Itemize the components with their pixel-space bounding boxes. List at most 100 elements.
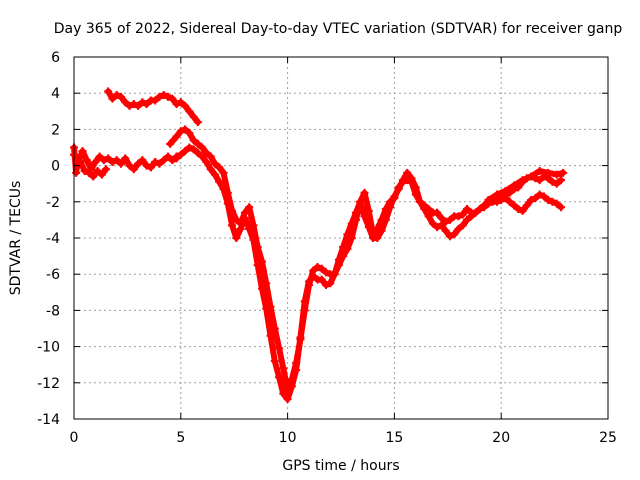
data-point (125, 161, 134, 170)
data-point (176, 127, 185, 136)
x-tick-labels: 0 5 10 15 20 25 (70, 430, 617, 446)
data-point (450, 230, 459, 239)
data-point (275, 373, 284, 382)
data-point (193, 139, 202, 148)
y-axis-label: SDTVAR / TECUs (8, 181, 24, 296)
data-point (91, 157, 100, 166)
data-point (189, 145, 198, 154)
data-point (89, 172, 98, 181)
data-point (279, 389, 288, 398)
y-tick-label: -6 (46, 267, 60, 283)
y-tick-label: 4 (51, 86, 60, 102)
data-point (510, 201, 519, 210)
data-point (215, 163, 224, 172)
data-point (108, 157, 117, 166)
data-point (445, 215, 454, 224)
data-point (185, 107, 194, 116)
data-point (347, 219, 356, 228)
data-point (505, 197, 514, 206)
data-point (445, 232, 454, 241)
y-tick-labels: -14 -12 -10 -8 -6 -4 -2 0 2 4 6 (37, 50, 60, 428)
data-point (270, 357, 279, 366)
data-point (539, 192, 548, 201)
data-point (360, 212, 369, 221)
data-point (437, 214, 446, 223)
data-point (108, 94, 117, 103)
data-point (356, 197, 365, 206)
y-tick-label: 0 (51, 159, 60, 175)
data-point (253, 261, 262, 270)
data-point (176, 150, 185, 159)
data-point (181, 101, 190, 110)
data-point (193, 118, 202, 127)
data-point (121, 154, 130, 163)
data-point (163, 92, 172, 101)
data-point (193, 148, 202, 157)
data-point (151, 157, 160, 166)
y-tick-label: -10 (37, 340, 60, 356)
data-point (245, 224, 254, 233)
data-point (480, 203, 489, 212)
data-point (168, 156, 177, 165)
data-point (245, 203, 254, 212)
data-point (266, 331, 275, 340)
data-point (78, 147, 87, 156)
data-point (185, 129, 194, 138)
data-point (398, 176, 407, 185)
y-tick-label: -2 (46, 195, 60, 211)
x-tick-label: 10 (279, 430, 297, 446)
data-point (82, 156, 91, 165)
data-point (159, 156, 168, 165)
data-point (471, 208, 480, 217)
data-point (236, 224, 245, 233)
data-point (351, 208, 360, 217)
data-point (557, 203, 566, 212)
data-point (548, 177, 557, 186)
data-point (381, 215, 390, 224)
data-point (441, 226, 450, 235)
data-point (492, 197, 501, 206)
data-point (454, 224, 463, 233)
data-point (339, 243, 348, 252)
data-point (518, 206, 527, 215)
data-point (112, 156, 121, 165)
y-tick-label: 2 (51, 122, 60, 138)
y-tick-label: -14 (37, 412, 60, 428)
y-tick-label: -8 (46, 303, 60, 319)
x-tick-label: 0 (70, 430, 79, 446)
data-point (262, 304, 271, 313)
data-point (441, 217, 450, 226)
data-point (215, 177, 224, 186)
data-point (97, 170, 106, 179)
data-point (552, 199, 561, 208)
data-point (394, 185, 403, 194)
data-point (172, 132, 181, 141)
data-point (202, 157, 211, 166)
data-point (95, 152, 104, 161)
data-point (424, 212, 433, 221)
data-point (104, 154, 113, 163)
data-point (535, 176, 544, 185)
data-point (116, 159, 125, 168)
data-point (76, 157, 85, 166)
data-point (125, 101, 134, 110)
y-tick-label: 6 (51, 50, 60, 66)
data-point (121, 98, 130, 107)
data-point (428, 219, 437, 228)
data-point (501, 194, 510, 203)
data-point (168, 94, 177, 103)
data-point (458, 221, 467, 230)
data-point (343, 230, 352, 239)
data-point (364, 206, 373, 215)
data-point (364, 223, 373, 232)
grid (74, 57, 608, 419)
ticks (73, 56, 609, 420)
data-point (189, 136, 198, 145)
data-point (206, 165, 215, 174)
data-point (559, 168, 568, 177)
data-point (458, 210, 467, 219)
x-tick-label: 5 (176, 430, 185, 446)
y-tick-label: -4 (46, 231, 60, 247)
data-point (522, 201, 531, 210)
